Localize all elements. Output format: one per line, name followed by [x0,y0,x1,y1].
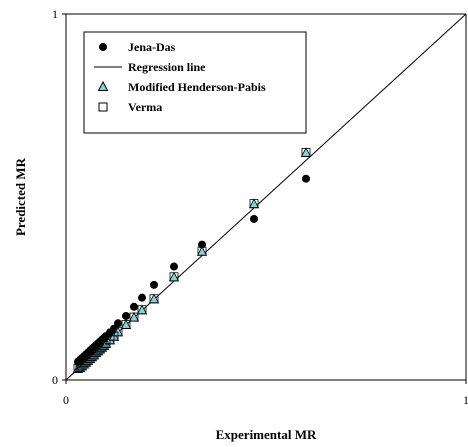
x-tick-label: 0 [63,393,69,407]
data-point-modified-henderson-pabis [248,198,260,209]
legend-marker-modified-henderson-pabis [97,80,109,91]
data-marks [72,147,312,373]
data-point-jena-das [250,214,258,223]
data-point-jena-das [138,293,146,302]
legend-label-jena-das: Jena-Das [128,40,176,54]
data-point-verma [113,327,123,337]
ticks-layer: 0 1 0 1 [52,7,468,407]
data-point-verma [137,305,147,315]
data-point-verma [121,319,131,329]
data-point-modified-henderson-pabis [300,147,312,157]
y-tick-label: 0 [52,373,58,387]
data-point-jena-das [130,302,138,311]
legend: Jena-Das Regression line Modified Hender… [83,31,307,134]
legend-box [83,31,307,134]
data-point-jena-das [302,174,310,183]
data-point-jena-das [114,319,122,328]
data-point-verma [249,199,259,208]
data-point-modified-henderson-pabis [196,246,208,256]
legend-label-regression-line: Regression line [128,60,206,74]
data-point-verma [197,246,207,256]
data-point-verma [149,294,159,304]
data-point-verma [129,312,139,322]
y-axis-title: Predicted MR [13,157,28,236]
data-point-verma [301,147,311,157]
legend-label-modified-henderson-pabis: Modified Henderson-Pabis [128,80,266,94]
legend-label-verma: Verma [128,100,162,114]
data-point-jena-das [198,240,206,249]
legend-marker-verma [98,102,108,112]
data-point-jena-das [150,280,158,289]
data-point-modified-henderson-pabis [148,293,160,304]
legend-marker-jena-das [99,43,107,51]
plot-area [65,13,467,381]
data-point-modified-henderson-pabis [168,271,180,282]
data-point-verma [99,340,109,350]
x-axis-title: Experimental MR [216,427,317,442]
data-point-modified-henderson-pabis [136,304,148,315]
y-tick-label: 1 [52,7,58,21]
x-tick-label: 1 [463,393,468,407]
data-point-jena-das [122,311,130,320]
data-point-verma [169,272,179,282]
data-point-jena-das [170,262,178,271]
